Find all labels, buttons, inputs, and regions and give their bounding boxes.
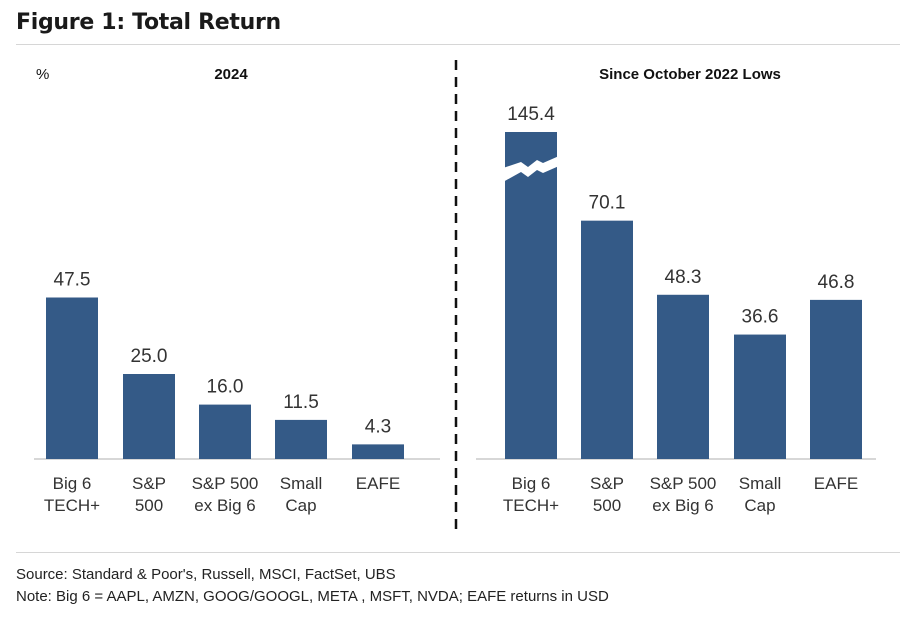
bar xyxy=(199,404,251,459)
tick-label: Small xyxy=(739,474,782,493)
bar xyxy=(581,220,633,459)
source-note: Source: Standard & Poor's, Russell, MSCI… xyxy=(16,566,396,583)
bar xyxy=(505,132,557,459)
tick-label: ex Big 6 xyxy=(194,496,255,515)
bar xyxy=(810,299,862,459)
tick-label: EAFE xyxy=(814,474,858,493)
tick-label: S&P 500 xyxy=(650,474,717,493)
bar xyxy=(275,419,327,459)
panel-title: 2024 xyxy=(214,66,248,83)
tick-label: Cap xyxy=(744,496,775,515)
tick-label: Cap xyxy=(285,496,316,515)
tick-label: EAFE xyxy=(356,474,400,493)
bar xyxy=(123,374,175,459)
unit-label: % xyxy=(36,66,49,83)
panel-title: Since October 2022 Lows xyxy=(599,66,781,83)
tick-label: Small xyxy=(280,474,323,493)
data-label: 145.4 xyxy=(507,104,555,125)
bar xyxy=(46,297,98,459)
tick-label: S&P 500 xyxy=(192,474,259,493)
tick-label: TECH+ xyxy=(503,496,559,515)
data-label: 4.3 xyxy=(365,416,391,437)
footer-rule xyxy=(16,552,900,553)
data-label: 46.8 xyxy=(818,272,855,293)
tick-label: 500 xyxy=(135,496,163,515)
tick-label: S&P xyxy=(132,474,166,493)
bar xyxy=(734,334,786,459)
axis-break-marker xyxy=(503,156,559,182)
tick-label: Big 6 xyxy=(512,474,551,493)
data-label: 48.3 xyxy=(665,267,702,288)
data-label: 36.6 xyxy=(742,307,779,328)
footnote: Note: Big 6 = AAPL, AMZN, GOOG/GOOGL, ME… xyxy=(16,588,609,605)
tick-label: Big 6 xyxy=(53,474,92,493)
data-label: 47.5 xyxy=(54,270,91,291)
total-return-chart: % 2024 47.5 Big 6 TECH+ 25.0 S&P 500 16.0 S&P 500… xyxy=(34,60,876,532)
data-label: 16.0 xyxy=(207,377,244,398)
tick-label: ex Big 6 xyxy=(652,496,713,515)
data-label: 11.5 xyxy=(283,392,319,413)
figure-title: Figure 1: Total Return xyxy=(16,10,281,35)
bar xyxy=(352,444,404,459)
tick-label: 500 xyxy=(593,496,621,515)
data-label: 25.0 xyxy=(131,346,168,367)
tick-label: TECH+ xyxy=(44,496,100,515)
tick-label: S&P xyxy=(590,474,624,493)
bar xyxy=(657,294,709,459)
data-label: 70.1 xyxy=(589,193,626,214)
title-rule xyxy=(16,44,900,45)
